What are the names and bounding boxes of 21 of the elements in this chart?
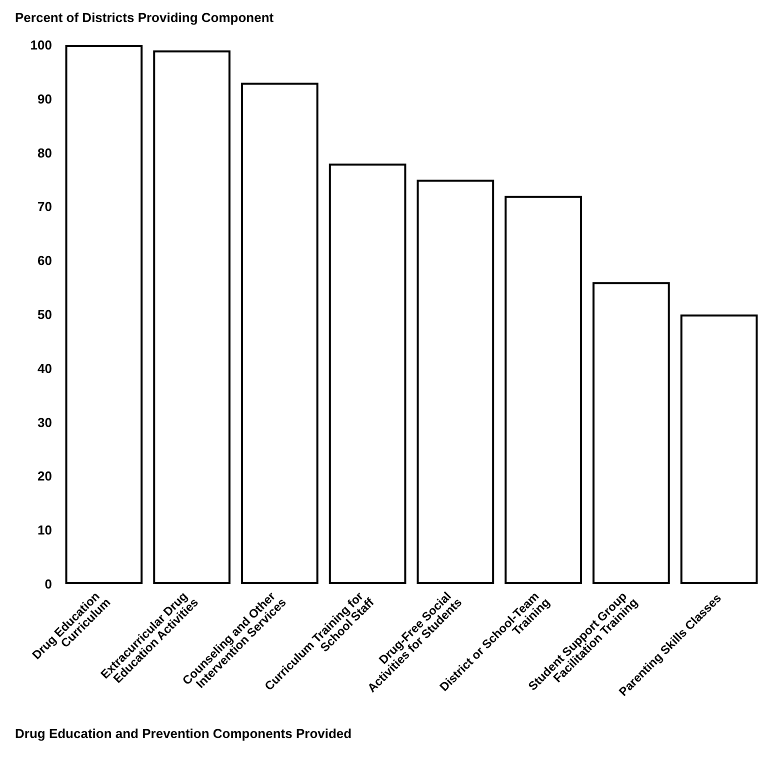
- y-tick-label: 0: [44, 576, 52, 592]
- bar: [241, 82, 318, 584]
- y-tick-label: 50: [38, 307, 52, 322]
- y-tick-label: 70: [38, 199, 52, 214]
- y-tick-label: 30: [38, 414, 52, 430]
- bar: [416, 180, 494, 584]
- bar: [592, 282, 670, 584]
- y-tick-label: 40: [38, 360, 52, 376]
- y-tick-label: 60: [38, 253, 52, 268]
- bar: [504, 196, 582, 584]
- x-axis-title: Drug Education and Prevention Components Provided: [15, 726, 352, 741]
- y-tick-label: 100: [30, 38, 52, 52]
- bar: [153, 50, 230, 584]
- bar: [328, 164, 406, 584]
- bar: [680, 314, 758, 584]
- y-tick-label: 20: [38, 468, 52, 484]
- y-tick-label: 80: [38, 145, 52, 160]
- y-axis-title: Percent of Districts Providing Component: [15, 10, 274, 25]
- y-tick-label: 90: [38, 91, 52, 106]
- y-tick-label: 10: [38, 522, 52, 538]
- bar: [65, 45, 143, 584]
